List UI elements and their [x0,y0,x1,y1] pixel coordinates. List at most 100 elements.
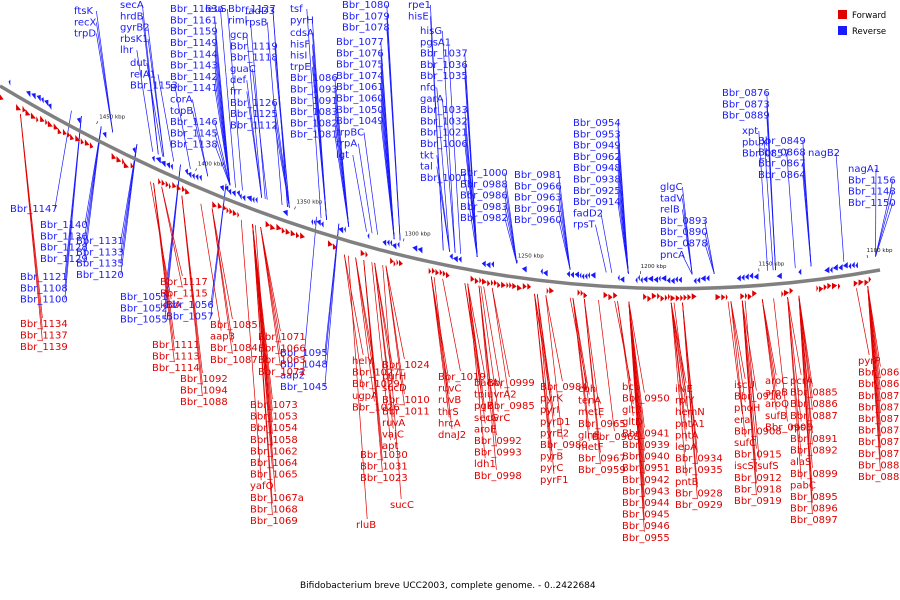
forward-gene-feature [281,227,286,234]
forward-gene-label: Bbr_1111 [152,340,200,351]
kbp-tick-label: 1100 kbp [867,248,893,254]
reverse-gene-feature [666,277,671,284]
reverse-gene-label: Bbr_0981 [514,170,562,181]
label-leader-line [200,203,222,331]
forward-gene-label: ldh1 [474,459,496,470]
label-leader-line [252,68,268,200]
label-leader-line [255,225,276,492]
reverse-gene-feature [155,157,161,164]
label-leader-line [464,177,478,258]
forward-gene-label: Bbr_1134 [20,319,68,330]
label-leader-line [761,299,777,410]
forward-gene-label: Bbr_0940 [622,452,670,463]
reverse-gene-label: frr [230,87,242,98]
reverse-gene-feature [184,168,188,176]
label-leader-line [558,208,571,270]
reverse-gene-label: Bbr_1051 [120,292,168,303]
reverse-gene-label: Bbr_1147 [10,204,58,215]
forward-gene-label: Bbr_0896 [790,504,838,515]
forward-gene-feature [816,285,819,292]
forward-gene-feature [53,123,59,130]
reverse-gene-feature [570,271,575,279]
label-leader-line [250,20,266,200]
label-leader-line [670,302,687,476]
kbp-tick-label: 1400 kbp [198,162,224,168]
reverse-gene-feature [390,239,393,247]
reverse-gene-label: tkt [420,150,434,161]
reverse-gene-label: Bbr_0857 [742,149,790,160]
label-leader-line [64,116,82,300]
label-leader-line [386,27,401,241]
forward-gene-feature [285,228,291,235]
label-leader-line [374,262,394,429]
reverse-gene-label: Bbr_0982 [460,213,508,224]
label-leader-line [628,301,645,532]
forward-gene-feature [647,295,652,302]
forward-gene-label: pcrA [790,376,813,387]
label-leader-line [211,208,233,354]
forward-gene-label: Bbr_0899 [790,469,838,480]
forward-gene-label: Bbr_1067a [250,493,304,504]
reverse-gene-label: Bbr_1093 [290,85,338,96]
reverse-gene-label: tal [420,162,433,173]
reverse-gene-feature [824,266,830,274]
forward-gene-feature [22,105,26,113]
forward-gene-feature [837,283,841,290]
label-leader-line [730,301,746,380]
reverse-gene-label: def [230,75,247,86]
reverse-gene-feature [647,275,654,283]
forward-gene-label: Bbr_0871 [858,402,900,413]
reverse-gene-label: Bbr_0938 [573,175,621,186]
forward-gene-label: sucC [390,500,414,511]
forward-gene-label: Bbr_1085 [210,320,258,331]
forward-gene-feature [229,207,233,215]
forward-gene-feature [168,182,171,190]
label-leader-line [617,202,629,274]
forward-gene-label: Bbr_0928 [675,488,723,499]
label-leader-line [84,126,102,259]
reverse-gene-label: leuS [205,4,227,15]
label-leader-line [504,206,518,264]
forward-gene-feature [725,294,728,301]
forward-gene-label: Bbr_0929 [675,500,723,511]
label-leader-line [867,286,881,472]
label-leader-line [682,302,698,500]
forward-gene-label: metF [578,442,604,453]
label-leader-line [192,110,209,177]
reverse-gene-label: Bbr_1149 [170,38,218,49]
forward-gene-label: lepA [675,442,697,453]
reverse-gene-label: tsf [290,4,303,15]
forward-gene-label: Bbr_1084 [210,343,258,354]
label-leader-line [536,294,555,428]
forward-gene-label: Bbr_0939 [622,440,670,451]
label-leader-line [267,22,283,206]
reverse-gene-label: Bbr_1061 [336,82,384,93]
forward-gene-label: Bbr_1029 [352,379,400,390]
reverse-gene-label: Bbr_0867 [758,159,806,170]
forward-gene-label: Bbr_0895 [790,492,838,503]
label-leader-line [211,208,233,320]
forward-gene-label: rpsD [790,422,814,433]
reverse-gene-label: Bbr_1156 [848,175,896,186]
reverse-gene-label: Bbr_1035 [420,71,468,82]
forward-gene-label: Bbr_1094 [180,386,228,397]
reverse-gene-label: Bbr_1033 [420,105,468,116]
forward-gene-feature [57,127,62,135]
label-leader-line [136,50,154,152]
reverse-gene-feature [386,239,390,247]
label-leader-line [730,301,746,403]
forward-gene-feature [396,259,399,266]
forward-gene-label: Bbr_1069 [250,516,298,527]
reverse-gene-label: Bbr_1129 [40,254,88,265]
forward-gene-label: Bbr_1117 [160,277,208,288]
forward-gene-label: Bbr_0944 [622,498,670,509]
reverse-gene-feature [316,219,321,226]
forward-gene-feature [721,294,726,301]
reverse-gene-label: Bbr_1150 [848,198,896,209]
forward-gene-label: helY [352,356,374,367]
forward-gene-label: iscS/sufS [734,461,779,472]
forward-gene-label: glnE [578,430,600,441]
forward-gene-feature [161,179,166,186]
reverse-gene-label: Bbr_1112 [230,120,278,131]
forward-gene-feature [84,139,90,146]
